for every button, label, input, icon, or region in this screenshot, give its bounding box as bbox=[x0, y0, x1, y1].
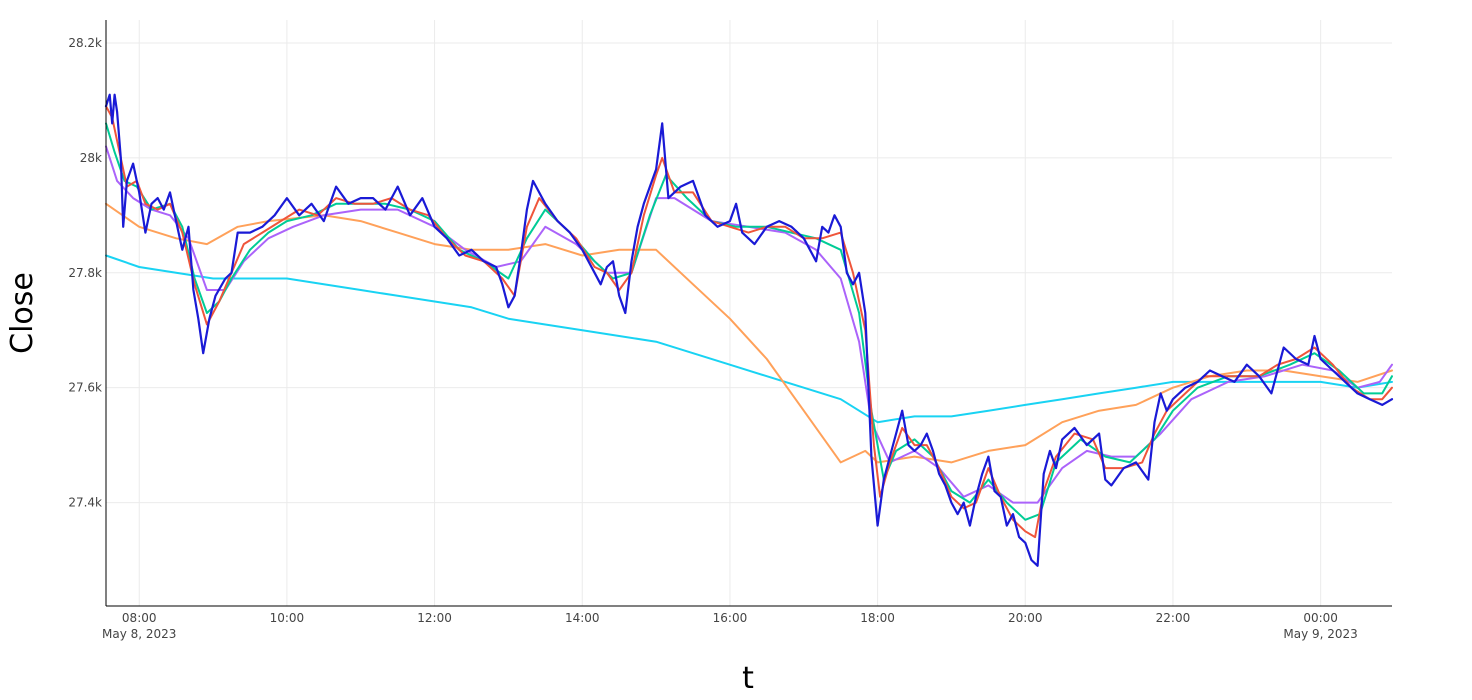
x-tick-label: 14:00 bbox=[565, 611, 600, 625]
x-tick-label: 00:00 bbox=[1303, 611, 1338, 625]
y-tick-label: 27.8k bbox=[68, 266, 102, 280]
tick-labels: 27.4k 27.6k 27.8k 28k 28.2k 08:00 May 8, 2023 1… bbox=[68, 36, 1358, 641]
x-tick-label: 08:00 bbox=[122, 611, 157, 625]
series-line-6 bbox=[105, 254, 1393, 424]
y-tick-label: 27.6k bbox=[68, 381, 102, 395]
series-group bbox=[104, 93, 1394, 567]
x-tick-label: 12:00 bbox=[417, 611, 452, 625]
x-axis-title: t bbox=[742, 661, 754, 696]
x-tick-label: 22:00 bbox=[1156, 611, 1191, 625]
x-tick-label: 20:00 bbox=[1008, 611, 1043, 625]
series-line-2 bbox=[105, 105, 1393, 539]
y-axis-title: Close bbox=[5, 272, 40, 354]
grid bbox=[106, 20, 1392, 606]
y-tick-label: 27.4k bbox=[68, 496, 102, 510]
x-tick-label: 10:00 bbox=[270, 611, 305, 625]
x-tick-date-label: May 9, 2023 bbox=[1283, 627, 1357, 641]
series-line-1 bbox=[104, 93, 1394, 567]
axes bbox=[105, 20, 1392, 607]
x-tick-label: 18:00 bbox=[860, 611, 895, 625]
y-tick-label: 28.2k bbox=[68, 36, 102, 50]
x-tick-date-label: May 8, 2023 bbox=[102, 627, 176, 641]
x-tick-label: 16:00 bbox=[713, 611, 748, 625]
y-tick-label: 28k bbox=[80, 151, 102, 165]
